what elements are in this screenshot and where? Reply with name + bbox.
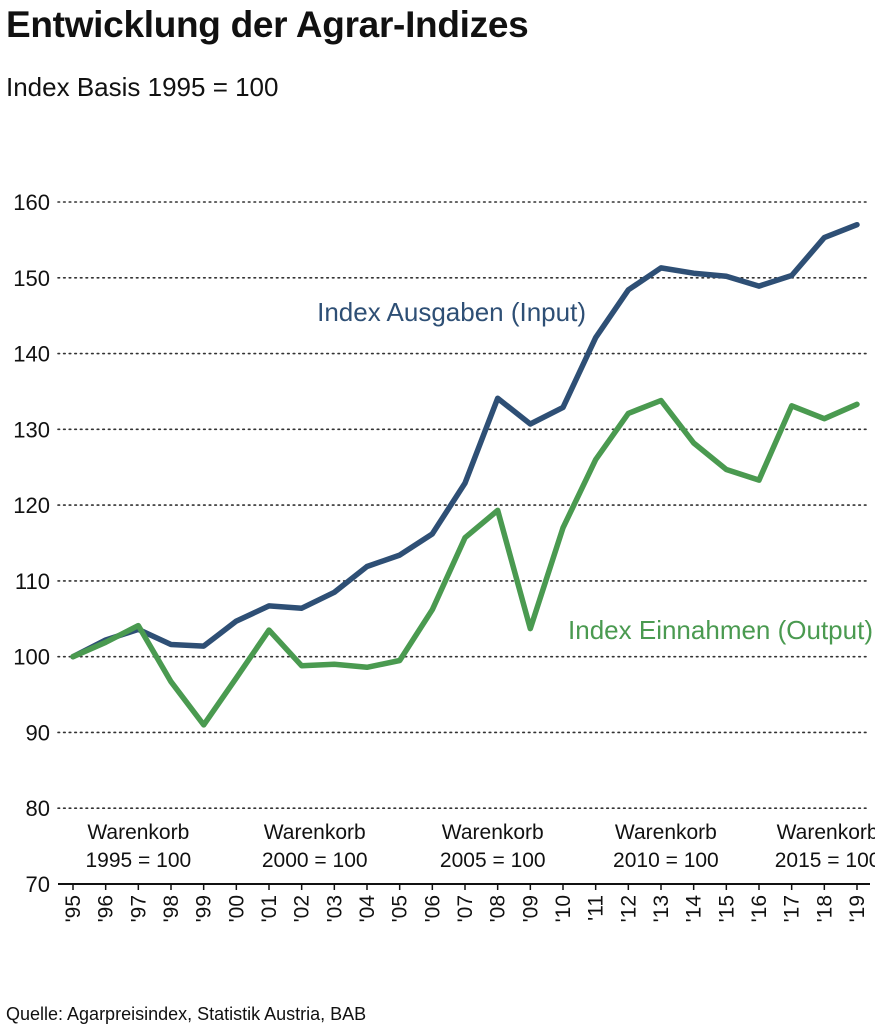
x-tick-label: '18 [813, 895, 836, 922]
x-tick-label: '09 [519, 895, 542, 922]
basket-label-line2: 1995 = 100 [85, 849, 191, 872]
series-line-input [70, 221, 860, 660]
x-tick-label: '01 [258, 895, 281, 922]
x-tick-label: '17 [781, 895, 804, 922]
x-tick-label: '15 [715, 895, 738, 922]
x-tick-label: '95 [62, 895, 85, 922]
basket-label-line1: Warenkorb [87, 821, 189, 844]
chart-subtitle: Index Basis 1995 = 100 [6, 72, 279, 102]
x-tick-label: '07 [454, 895, 477, 922]
x-tick-label: '98 [160, 895, 183, 922]
y-tick-label: 70 [26, 872, 50, 897]
x-tick-label: '12 [617, 895, 640, 922]
series-label: Index Einnahmen (Output) [568, 615, 873, 645]
series-line-output [70, 397, 860, 728]
y-tick-label: 120 [13, 493, 50, 518]
x-tick-label: '02 [291, 895, 314, 922]
basket-label-line1: Warenkorb [777, 821, 875, 844]
y-tick-label: 160 [13, 190, 50, 215]
x-tick-label: '13 [650, 895, 673, 922]
y-tick-label: 80 [26, 796, 50, 821]
y-tick-label: 100 [13, 645, 50, 670]
x-tick-label: '06 [421, 895, 444, 922]
basket-label-line1: Warenkorb [442, 821, 544, 844]
x-tick-label: '11 [585, 895, 608, 921]
y-tick-label: 90 [26, 720, 50, 745]
y-tick-label: 140 [13, 342, 50, 367]
x-tick-label: '10 [552, 895, 575, 922]
x-tick-label: '05 [389, 895, 412, 922]
x-tick-label: '97 [127, 895, 150, 922]
series-label: Index Ausgaben (Input) [317, 297, 586, 327]
x-tick-label: '19 [846, 895, 869, 922]
x-tick-label: '04 [356, 895, 379, 923]
basket-label-line2: 2005 = 100 [440, 849, 546, 872]
basket-label-line1: Warenkorb [615, 821, 717, 844]
x-tick-label: '99 [193, 895, 216, 922]
basket-label-line2: 2015 = 100 [775, 849, 875, 872]
x-tick-label: '00 [225, 895, 248, 922]
basket-label-line2: 2000 = 100 [262, 849, 368, 872]
x-tick-label: '16 [748, 895, 771, 922]
x-tick-label: '96 [95, 895, 118, 922]
line-chart: 70 80 90 100 110 120 130 140 150 160 '95 '96 '97 '98 '… [13, 190, 875, 923]
basket-label-line2: 2010 = 100 [613, 849, 719, 872]
source-note: Quelle: Agarpreisindex, Statistik Austri… [6, 1004, 367, 1024]
y-tick-label: 150 [13, 266, 50, 291]
x-tick-label: '08 [487, 895, 510, 922]
chart-title: Entwicklung der Agrar-Indizes [6, 4, 529, 45]
x-tick-label: '14 [683, 895, 706, 923]
y-tick-label: 130 [13, 417, 50, 442]
basket-label-line1: Warenkorb [264, 821, 366, 844]
y-tick-label: 110 [15, 569, 50, 594]
x-tick-label: '03 [323, 895, 346, 922]
